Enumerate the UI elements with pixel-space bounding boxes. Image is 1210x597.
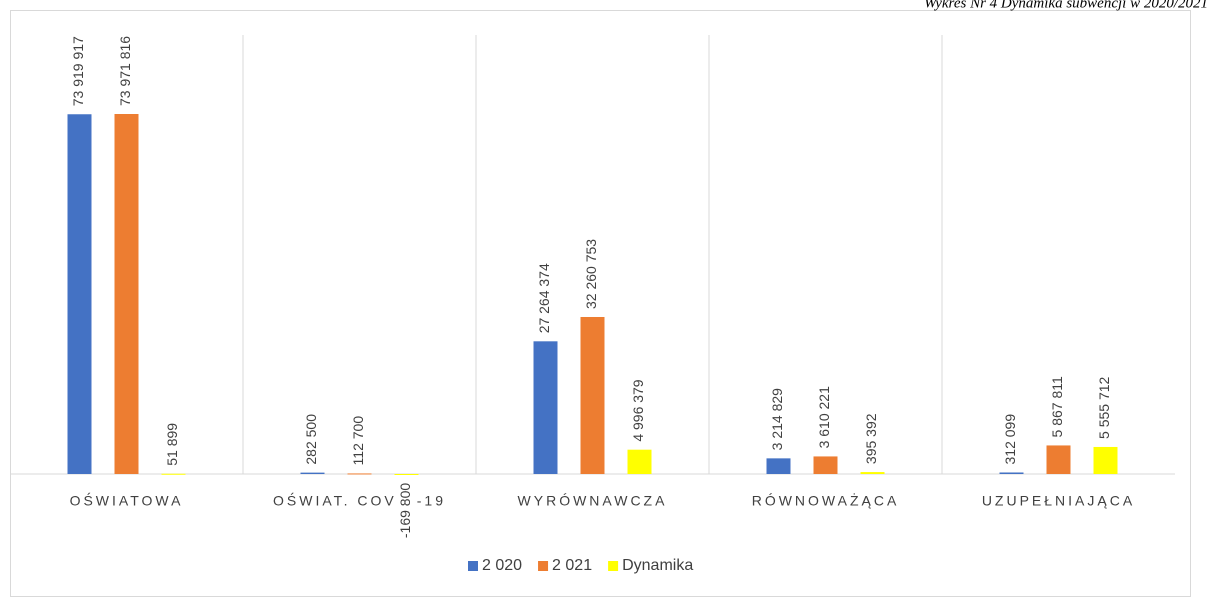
chart-title: Wykres Nr 4 Dynamika subwencji w 2020/20… — [924, 0, 1208, 11]
legend-swatch — [468, 561, 478, 571]
data-label: 395 392 — [863, 413, 879, 464]
data-label: 3 214 829 — [769, 388, 785, 450]
data-label: 112 700 — [350, 416, 366, 466]
data-label-bg — [1000, 409, 1021, 469]
bar — [67, 114, 92, 475]
bar — [813, 456, 838, 474]
bar — [766, 458, 791, 474]
legend-label: 2 021 — [552, 557, 592, 574]
data-label: 73 971 816 — [117, 36, 133, 106]
data-label: 3 610 221 — [816, 386, 832, 448]
bar — [580, 316, 605, 474]
data-label-bg — [395, 478, 416, 543]
data-label-bg — [628, 375, 649, 446]
data-label-bg — [861, 409, 882, 469]
data-label: 5 555 712 — [1096, 376, 1112, 438]
data-label: 32 260 753 — [583, 239, 599, 309]
bar — [627, 449, 652, 474]
data-label-bg — [68, 31, 89, 111]
data-label: 312 099 — [1002, 414, 1018, 465]
bar — [533, 341, 558, 474]
x-tick-label: OŚWIATOWA — [70, 492, 184, 509]
data-label: 51 899 — [164, 423, 180, 466]
data-label-bg — [814, 381, 835, 453]
bar — [999, 472, 1024, 474]
data-label-bg — [767, 383, 788, 455]
data-label: -169 800 — [397, 483, 413, 538]
bar — [300, 472, 325, 474]
data-label: 282 500 — [303, 414, 319, 465]
bar — [1093, 446, 1118, 474]
bar — [860, 472, 885, 474]
data-label-bg — [115, 31, 136, 110]
bar — [394, 474, 419, 475]
data-label: 73 919 917 — [70, 36, 86, 106]
legend-swatch — [538, 561, 549, 571]
data-label: 27 264 374 — [536, 263, 552, 333]
bar — [1046, 445, 1071, 474]
data-label: 4 996 379 — [630, 379, 646, 441]
data-label: 5 867 811 — [1049, 376, 1065, 437]
legend-label: 2 020 — [482, 557, 522, 574]
data-label-bg — [1094, 372, 1115, 443]
bar — [161, 473, 186, 475]
x-tick-label: OŚWIAT. COVID-19 — [273, 492, 446, 509]
bar — [114, 114, 139, 474]
data-label-bg — [348, 411, 369, 470]
data-label-bg — [581, 234, 602, 313]
bar — [347, 473, 372, 475]
x-tick-label: RÓWNOWAŻĄCA — [752, 492, 900, 509]
x-tick-label: WYRÓWNAWCZA — [518, 493, 668, 509]
data-label-bg — [301, 409, 322, 469]
data-label-bg — [1047, 371, 1068, 442]
x-tick-label: UZUPEŁNIAJĄCA — [982, 493, 1135, 509]
legend-swatch — [608, 561, 619, 571]
data-label-bg — [162, 418, 183, 470]
data-label-bg — [534, 259, 555, 338]
legend-label: Dynamika — [622, 557, 693, 574]
